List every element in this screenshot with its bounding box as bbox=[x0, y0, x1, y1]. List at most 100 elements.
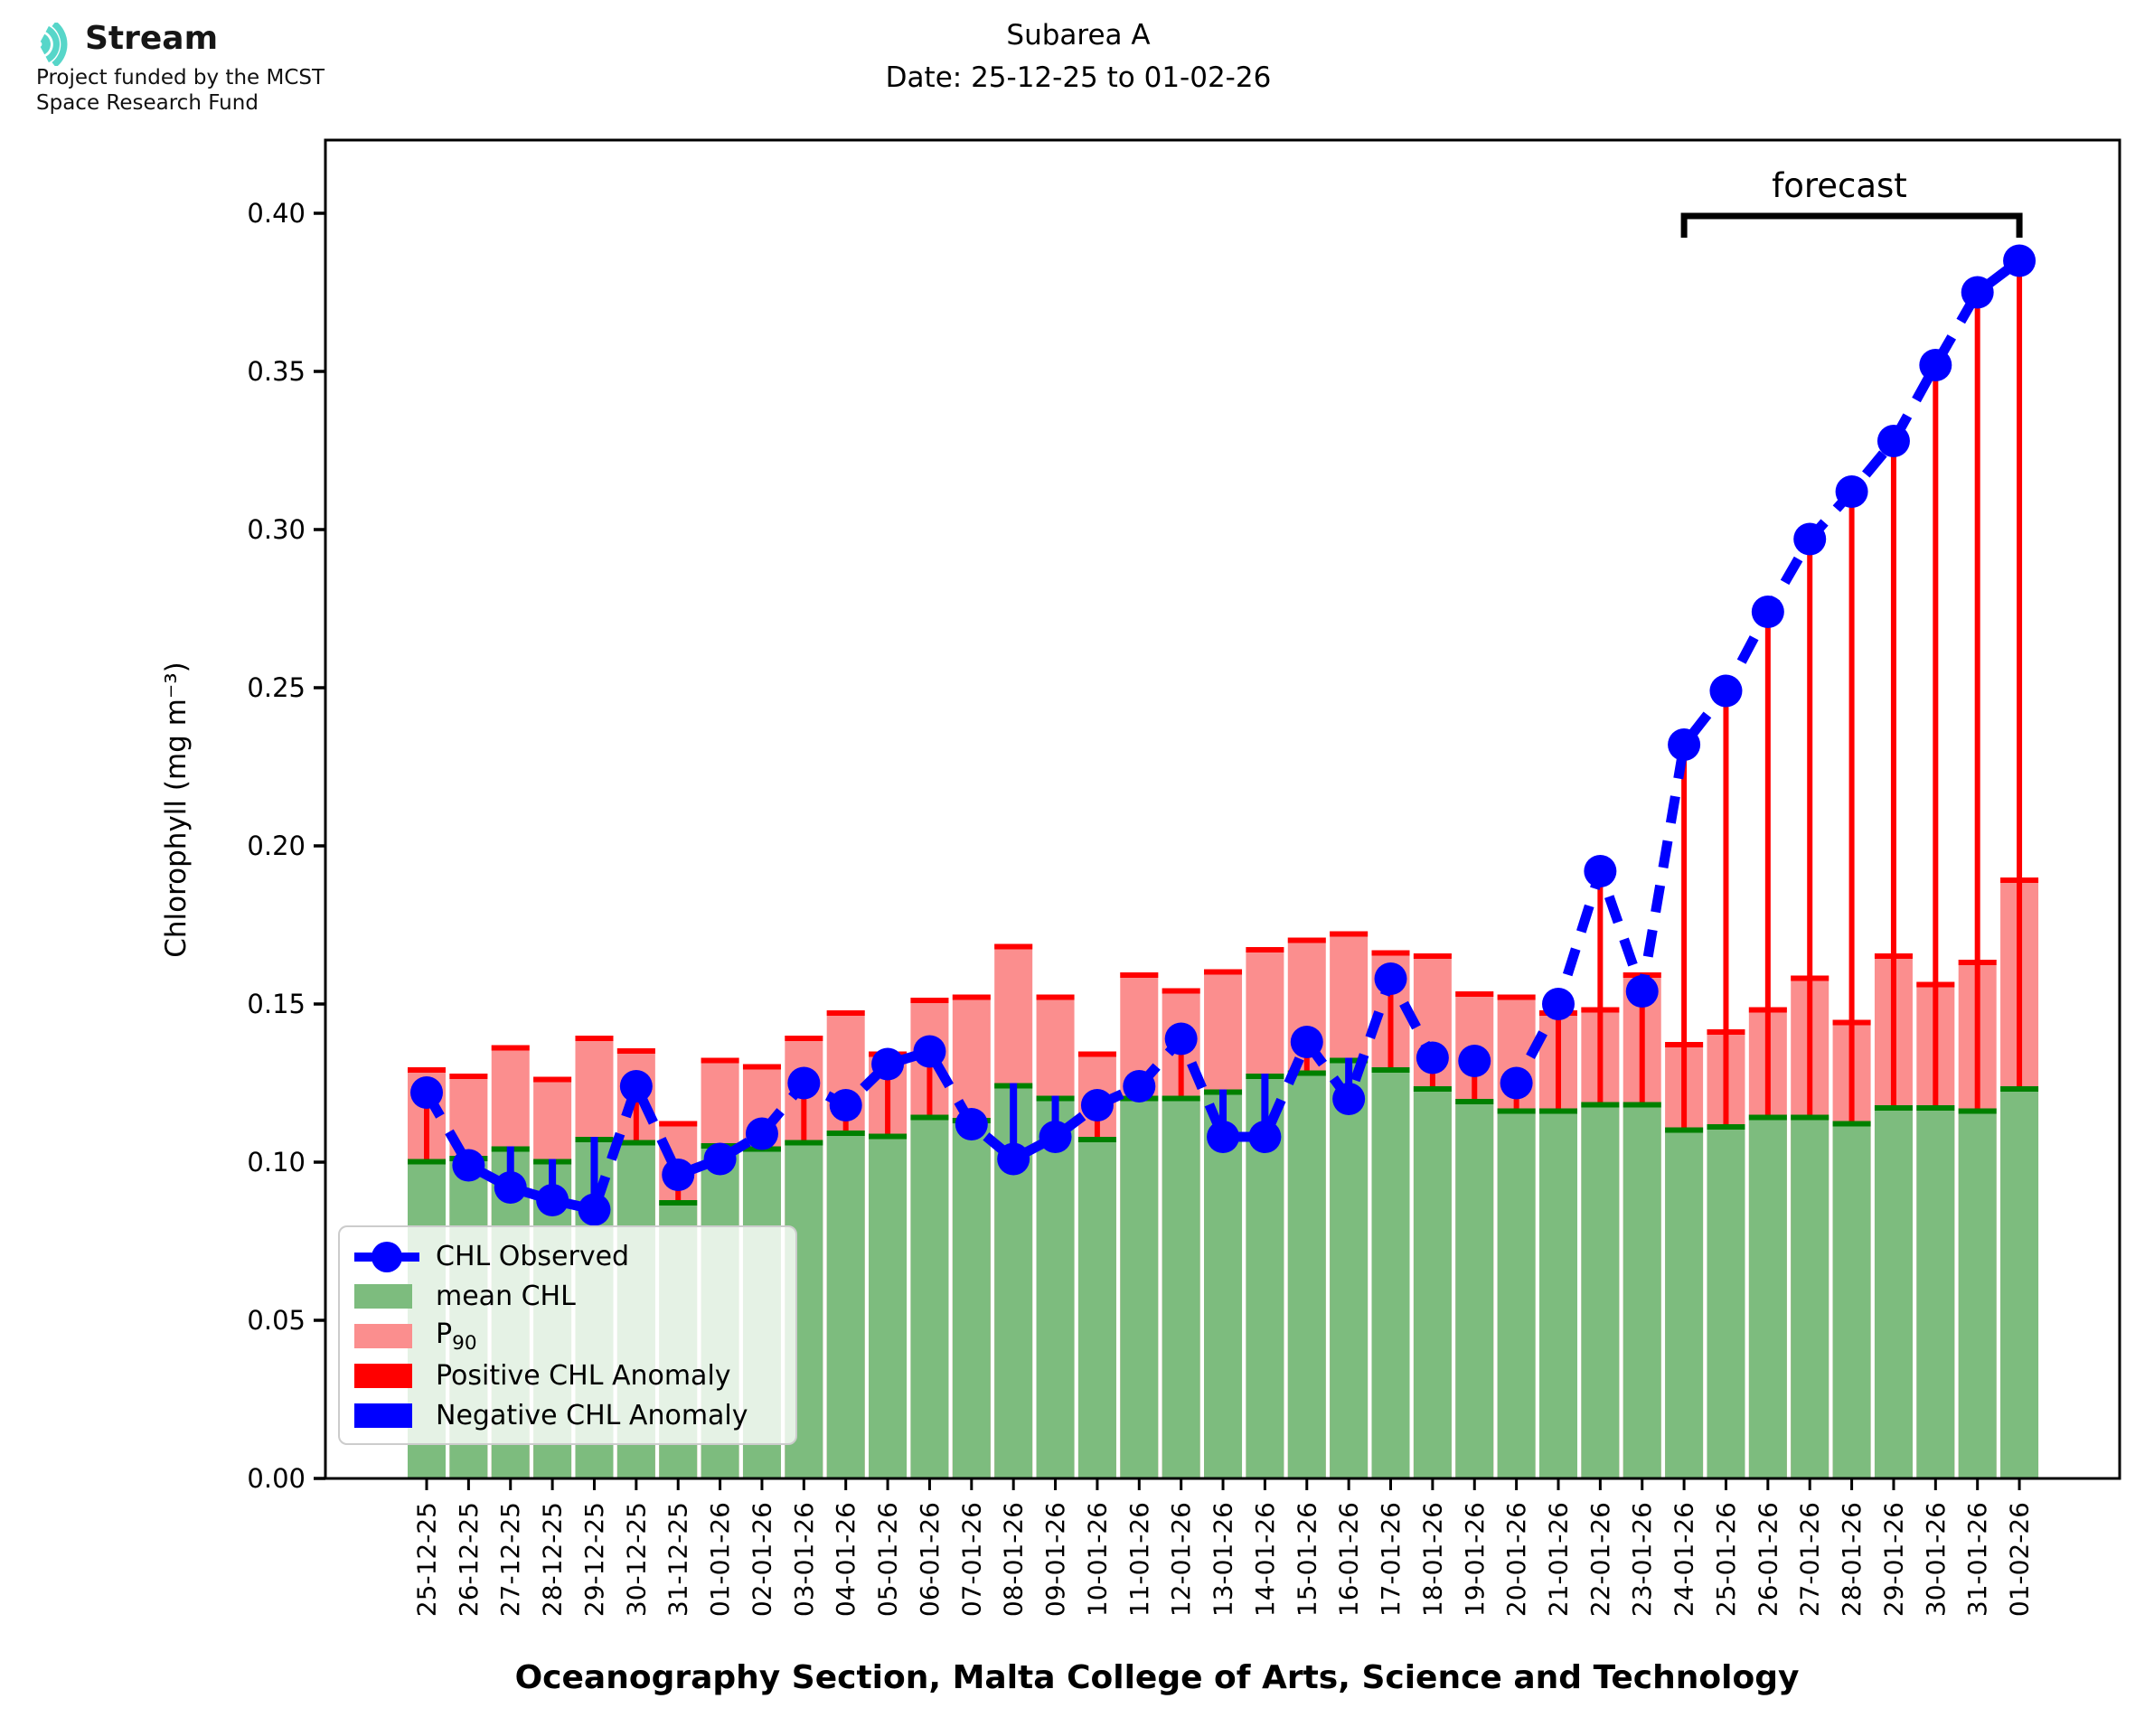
bar-p90-cap bbox=[742, 1064, 781, 1070]
y-tick-label: 0.10 bbox=[247, 1147, 306, 1178]
x-tick-label: 16-01-26 bbox=[1334, 1502, 1364, 1617]
x-tick-label: 26-01-26 bbox=[1753, 1502, 1782, 1617]
observed-marker bbox=[1668, 728, 1701, 761]
x-tick-label: 19-01-26 bbox=[1460, 1502, 1490, 1617]
observed-marker bbox=[1458, 1045, 1491, 1077]
bar-p90-cap bbox=[1036, 994, 1075, 1000]
logo-subtitle-line1: Project funded by the MCST bbox=[36, 66, 325, 89]
forecast-bracket bbox=[1680, 212, 2023, 238]
bar-mean-cap bbox=[1538, 1108, 1577, 1114]
observed-marker bbox=[1751, 596, 1784, 628]
bar-mean-cap bbox=[616, 1140, 655, 1146]
bar-mean bbox=[1413, 1086, 1452, 1478]
x-tick-label: 06-01-26 bbox=[915, 1502, 945, 1617]
legend-label: P90 bbox=[436, 1318, 477, 1355]
bar-mean-cap bbox=[1455, 1099, 1494, 1104]
bar-mean-cap bbox=[1832, 1121, 1871, 1127]
bar-p90-cap bbox=[1330, 931, 1369, 937]
bar-mean-cap bbox=[869, 1133, 908, 1140]
bar-mean-cap bbox=[1916, 1105, 1955, 1111]
x-tick-label: 09-01-26 bbox=[1040, 1502, 1070, 1617]
legend-marker-swatch bbox=[372, 1242, 402, 1272]
y-tick-label: 0.05 bbox=[247, 1305, 306, 1336]
bar-mean bbox=[1748, 1114, 1787, 1478]
observed-marker bbox=[745, 1117, 778, 1150]
x-tick-label: 25-01-26 bbox=[1711, 1502, 1741, 1617]
bar-mean-cap bbox=[910, 1114, 949, 1121]
x-tick-label: 04-01-26 bbox=[831, 1502, 861, 1617]
observed-marker bbox=[1332, 1083, 1366, 1115]
x-tick-label: 31-01-26 bbox=[1962, 1502, 1992, 1617]
bar-mean-cap bbox=[1497, 1108, 1536, 1114]
bar-mean bbox=[1162, 1095, 1200, 1478]
observed-marker bbox=[578, 1193, 611, 1226]
bar-p90-cap bbox=[1497, 994, 1536, 1000]
x-tick-label: 03-01-26 bbox=[789, 1502, 819, 1617]
x-tick-label: 31-12-25 bbox=[663, 1502, 693, 1617]
y-tick-label: 0.00 bbox=[247, 1463, 306, 1494]
bar-p90-cap bbox=[408, 1067, 446, 1073]
logo-subtitle: Project funded by the MCST Space Researc… bbox=[36, 65, 325, 116]
bar-mean-cap bbox=[785, 1140, 823, 1146]
legend-item: P90 bbox=[354, 1318, 779, 1355]
legend-color-patch bbox=[354, 1324, 412, 1348]
bar-p90-cap bbox=[659, 1121, 698, 1127]
bar-mean bbox=[1371, 1067, 1410, 1478]
observed-marker bbox=[1835, 475, 1868, 508]
y-axis-title: Chlorophyll (mg m⁻³) bbox=[160, 662, 193, 958]
y-tick-label: 0.15 bbox=[247, 989, 306, 1019]
y-tick-label: 0.35 bbox=[247, 356, 306, 387]
logo-brand: Stream bbox=[85, 20, 219, 57]
y-tick-label: 0.40 bbox=[247, 198, 306, 229]
bar-p90-cap bbox=[952, 994, 991, 1000]
x-tick-label: 11-01-26 bbox=[1124, 1502, 1154, 1617]
x-tick-label: 27-12-25 bbox=[495, 1502, 525, 1617]
x-tick-label: 25-12-25 bbox=[412, 1502, 442, 1617]
x-tick-label: 10-01-26 bbox=[1082, 1502, 1112, 1617]
bar-mean bbox=[1538, 1108, 1577, 1478]
bar-p90-cap bbox=[1120, 972, 1159, 978]
x-tick-label: 28-01-26 bbox=[1837, 1502, 1867, 1617]
bar-p90-cap bbox=[785, 1036, 823, 1041]
chart-title-line2: Date: 25-12-25 to 01-02-26 bbox=[885, 61, 1272, 94]
x-tick-label: 15-01-26 bbox=[1292, 1502, 1322, 1617]
observed-marker bbox=[1164, 1022, 1198, 1056]
bar-mean-cap bbox=[659, 1200, 698, 1206]
legend-label: CHL Observed bbox=[436, 1241, 630, 1272]
bar-mean bbox=[1330, 1057, 1369, 1478]
y-tick-label: 0.30 bbox=[247, 514, 306, 545]
bar-p90-cap bbox=[1204, 969, 1243, 975]
bar-mean bbox=[1791, 1114, 1829, 1478]
x-tick-label: 20-01-26 bbox=[1501, 1502, 1531, 1617]
observed-marker bbox=[2003, 244, 2036, 277]
x-tick-label: 29-01-26 bbox=[1878, 1502, 1908, 1617]
observed-marker bbox=[1248, 1121, 1282, 1153]
x-tick-label: 14-01-26 bbox=[1250, 1502, 1280, 1617]
bar-mean bbox=[1581, 1102, 1620, 1478]
bar-p90-cap bbox=[994, 943, 1033, 950]
bar-mean bbox=[826, 1131, 865, 1478]
legend-patch-swatch bbox=[354, 1281, 419, 1311]
x-tick-label: 17-01-26 bbox=[1376, 1502, 1406, 1617]
bar-mean bbox=[1958, 1108, 1997, 1478]
chart-title-line1: Subarea A bbox=[1006, 19, 1151, 52]
x-axis-title: Oceanography Section, Malta College of A… bbox=[515, 1659, 1800, 1696]
bar-mean-cap bbox=[1665, 1127, 1704, 1133]
x-tick-label: 02-01-26 bbox=[747, 1502, 776, 1617]
bar-mean-cap bbox=[1162, 1095, 1200, 1102]
observed-marker bbox=[1877, 425, 1910, 457]
legend-item: CHL Observed bbox=[354, 1241, 779, 1272]
observed-marker bbox=[829, 1089, 862, 1121]
legend-patch-swatch bbox=[354, 1401, 419, 1431]
bar-mean-cap bbox=[408, 1159, 446, 1165]
x-tick-label: 01-02-26 bbox=[2005, 1502, 2035, 1617]
bar-mean-cap bbox=[1077, 1137, 1116, 1142]
forecast-label: forecast bbox=[1772, 166, 1907, 205]
observed-marker bbox=[662, 1159, 695, 1191]
legend-item: Negative CHL Anomaly bbox=[354, 1400, 779, 1431]
legend-color-patch bbox=[354, 1364, 412, 1388]
observed-marker bbox=[1416, 1041, 1449, 1074]
x-axis-ticks: 25-12-25 26-12-25 27-12-25 28-12-25 29-12-25… bbox=[412, 1478, 2035, 1617]
bar-mean bbox=[1916, 1105, 1955, 1478]
